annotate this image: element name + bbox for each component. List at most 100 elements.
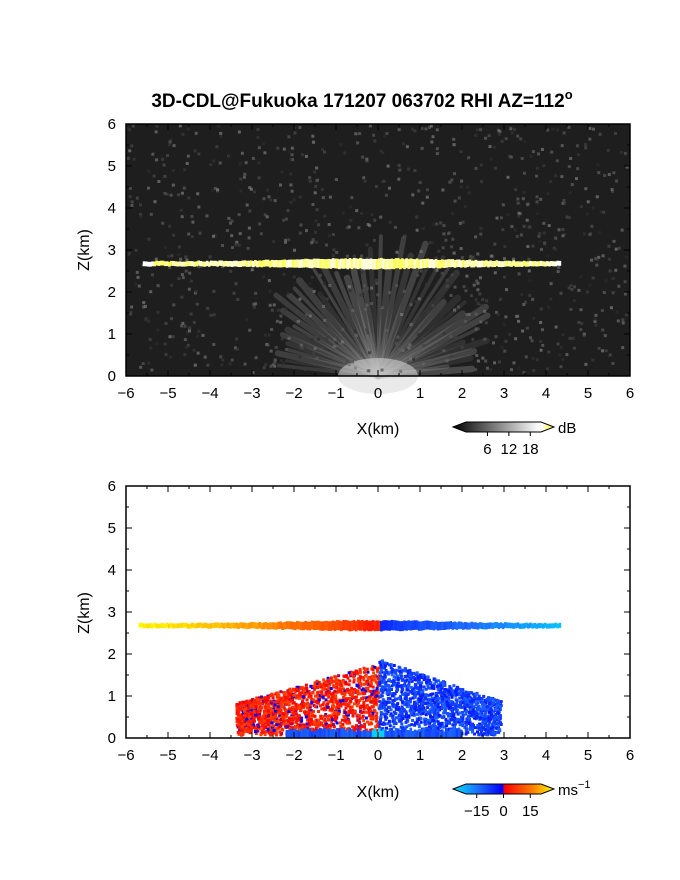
noise-pixel (402, 289, 406, 293)
noise-pixel (180, 324, 184, 328)
velocity-echo-pixel (364, 710, 368, 714)
velocity-echo-pixel (250, 712, 253, 716)
velocity-echo-pixel (434, 694, 438, 698)
velocity-echo-pixel (336, 690, 340, 694)
velocity-layer-pixel (495, 622, 499, 629)
velocity-layer-pixel (558, 622, 562, 628)
noise-pixel (262, 366, 266, 370)
near-ground-pixel (336, 728, 339, 738)
velocity-echo-pixel (281, 715, 285, 718)
velocity-echo-pixel (401, 701, 405, 705)
velocity-echo-pixel (425, 680, 428, 684)
noise-pixel (517, 366, 521, 370)
noise-pixel (366, 331, 370, 335)
velocity-echo-pixel (359, 684, 363, 688)
velocity-echo-pixel (269, 716, 273, 720)
noise-pixel (171, 335, 175, 339)
velocity-echo-pixel (284, 715, 288, 719)
noise-pixel (289, 200, 293, 204)
noise-pixel (590, 224, 594, 228)
velocity-echo-pixel (330, 708, 334, 711)
noise-pixel (320, 188, 324, 192)
velocity-echo-pixel (442, 680, 445, 684)
velocity-echo-pixel (362, 682, 366, 686)
velocity-echo-pixel (477, 696, 481, 700)
cloud-layer-pixel (327, 258, 331, 269)
velocity-echo-pixel (496, 724, 500, 728)
velocity-echo-pixel (379, 719, 382, 723)
noise-pixel (239, 189, 243, 193)
velocity-echo-pixel (294, 712, 298, 716)
velocity-echo-pixel (343, 710, 347, 714)
noise-pixel (527, 225, 531, 229)
velocity-echo-pixel (323, 680, 327, 684)
noise-pixel (554, 248, 558, 252)
velocity-echo-pixel (332, 685, 336, 689)
noise-pixel (269, 198, 273, 202)
velocity-echo-pixel (335, 685, 339, 689)
velocity-echo-pixel (434, 692, 438, 696)
near-ground-pixel (378, 727, 381, 738)
velocity-echo-pixel (436, 703, 440, 707)
noise-pixel (154, 257, 158, 261)
noise-pixel (460, 179, 464, 183)
velocity-echo-pixel (485, 697, 489, 701)
velocity-echo-pixel (380, 666, 384, 670)
velocity-echo-pixel (257, 702, 261, 706)
velocity-echo-pixel (471, 710, 475, 714)
noise-pixel (188, 326, 192, 330)
velocity-layer-pixel (308, 621, 312, 631)
noise-pixel (325, 297, 329, 301)
velocity-echo-pixel (392, 683, 396, 687)
velocity-layer-pixel (506, 622, 509, 629)
velocity-echo-pixel (260, 698, 264, 701)
noise-pixel (614, 268, 618, 272)
velocity-echo-pixel (435, 726, 439, 730)
velocity-echo-pixel (360, 716, 364, 720)
velocity-echo-pixel (244, 700, 248, 704)
noise-pixel (257, 161, 261, 165)
velocity-echo-pixel (310, 699, 314, 703)
velocity-echo-pixel (384, 669, 388, 672)
noise-pixel (479, 226, 483, 230)
cloud-layer-pixel (346, 259, 350, 270)
velocity-echo-pixel (499, 714, 502, 718)
velocity-echo-pixel (382, 699, 386, 703)
noise-pixel (577, 320, 581, 324)
noise-pixel (323, 319, 327, 322)
velocity-echo-pixel (254, 713, 258, 717)
velocity-echo-pixel (407, 723, 411, 727)
velocity-echo-pixel (358, 671, 362, 675)
velocity-echo-pixel (387, 663, 391, 667)
noise-pixel (352, 254, 356, 258)
velocity-echo-pixel (459, 703, 462, 707)
near-ground-pixel (363, 730, 366, 738)
velocity-echo-pixel (278, 730, 282, 734)
noise-pixel (177, 245, 181, 249)
velocity-layer-pixel (449, 621, 452, 629)
noise-pixel (168, 266, 172, 270)
velocity-echo-pixel (458, 720, 462, 724)
velocity-echo-pixel (375, 718, 379, 721)
cloud-layer-pixel (266, 259, 270, 267)
velocity-echo-pixel (436, 705, 440, 709)
velocity-echo-pixel (341, 699, 345, 703)
velocity-layer-pixel (525, 622, 528, 628)
velocity-echo-pixel (393, 718, 397, 722)
velocity-echo-pixel (250, 708, 254, 712)
velocity-echo-pixel (402, 669, 406, 673)
near-ground-pixel (447, 731, 450, 738)
velocity-echo-pixel (360, 697, 364, 701)
velocity-echo-pixel (379, 729, 383, 732)
noise-pixel (284, 217, 288, 221)
near-ground-pixel (325, 728, 329, 738)
noise-pixel (235, 337, 239, 341)
velocity-layer-pixel (413, 620, 417, 630)
velocity-echo-pixel (248, 715, 252, 719)
noise-pixel (268, 303, 272, 307)
velocity-echo-pixel (395, 697, 399, 701)
noise-pixel (617, 246, 621, 250)
velocity-echo-pixel (436, 708, 440, 712)
velocity-layer-pixel (411, 620, 415, 631)
velocity-echo-pixel (392, 705, 396, 709)
